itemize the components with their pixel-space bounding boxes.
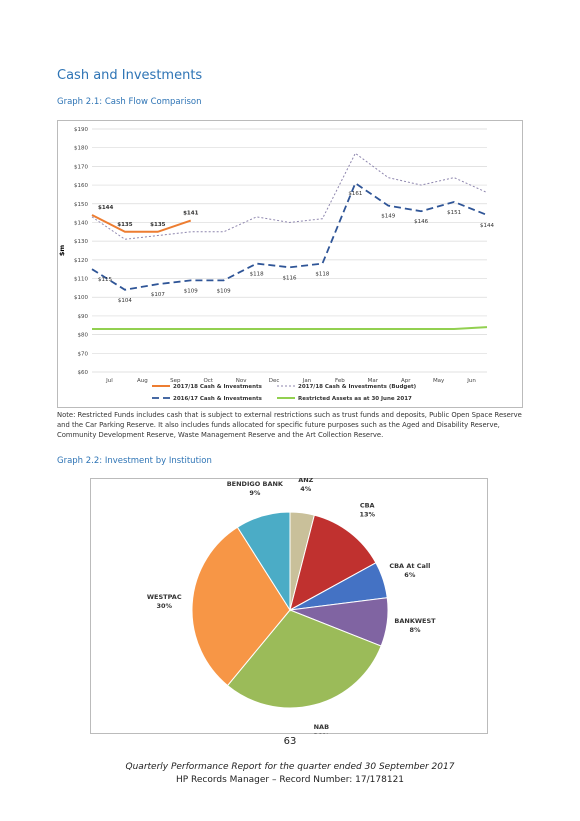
data-label: $141 (183, 211, 198, 217)
y-tick-label: $60 (78, 370, 89, 376)
note: Note: Restricted Funds includes cash tha… (57, 411, 522, 439)
data-label: $109 (184, 288, 198, 294)
x-tick-label: Oct (203, 378, 213, 384)
pie-slice (191, 526, 291, 687)
data-label: $144 (480, 223, 494, 229)
x-tick-label: Jul (105, 378, 113, 384)
x-tick-label: Nov (236, 378, 247, 384)
y-tick-label: $80 (78, 333, 89, 339)
series-line (91, 181, 488, 291)
slice-label: CBA At Call (389, 562, 430, 570)
slice-label: NAB (314, 723, 329, 731)
slice-value: 13% (359, 510, 375, 518)
pie-slice (289, 514, 377, 611)
slice-value: 9% (249, 489, 261, 497)
data-label: $109 (217, 288, 231, 294)
data-label: $161 (348, 191, 362, 197)
data-label: $151 (447, 210, 461, 216)
graph-title: Graph 2.1: Cash Flow Comparison (57, 97, 202, 107)
y-tick-label: $190 (74, 127, 88, 133)
series-line (91, 214, 192, 233)
y-tick-label: $130 (74, 239, 88, 245)
x-tick-label: May (433, 378, 445, 384)
x-tick-label: Sep (170, 378, 181, 384)
heading: Cash and Investments (57, 68, 203, 83)
legend-label: 2016/17 Cash & Investments (173, 396, 263, 402)
y-tick-label: $100 (74, 295, 88, 301)
pie-slice (236, 511, 291, 612)
data-label: $135 (150, 222, 165, 228)
y-tick-label: $70 (78, 351, 89, 357)
slice-label: CBA (360, 501, 375, 509)
legend-label: 2017/18 Cash & Investments (Budget) (298, 384, 417, 390)
footer-line: HP Records Manager – Record Number: 17/1… (175, 775, 405, 785)
x-tick-label: Jan (302, 378, 312, 384)
x-tick-label: Feb (335, 378, 345, 384)
series-line (92, 326, 488, 331)
slice-value: 30% (156, 602, 172, 610)
x-tick-label: Jun (466, 378, 476, 384)
data-label: $104 (118, 298, 132, 304)
slice-value: 6% (404, 571, 416, 579)
y-tick-label: $180 (74, 146, 88, 152)
x-tick-label: Aug (137, 378, 148, 384)
y-tick-label: $150 (74, 202, 88, 208)
y-axis-label: $m (58, 245, 66, 257)
series-line (91, 152, 488, 240)
slice-value: 4% (300, 485, 312, 493)
slice-label: BANKWEST (394, 617, 436, 625)
y-tick-label: $120 (74, 258, 88, 264)
page-number: 63 (283, 736, 297, 747)
slice-value: 8% (409, 626, 421, 634)
slice-label: ANZ (298, 478, 313, 484)
legend-label: 2017/18 Cash & Investments (173, 384, 263, 390)
y-tick-label: $160 (74, 183, 88, 189)
slice-value: 30% (314, 732, 330, 734)
footer-line: Quarterly Performance Report for the qua… (125, 762, 455, 772)
data-label: $116 (283, 275, 297, 281)
data-label: $135 (117, 222, 132, 228)
y-tick-label: $90 (78, 314, 89, 320)
y-tick-label: $170 (74, 164, 88, 170)
legend-label: Restricted Assets as at 30 June 2017 (298, 396, 412, 402)
x-tick-label: Apr (401, 378, 411, 384)
data-label: $146 (414, 219, 428, 225)
chart-frame (57, 120, 523, 408)
data-label: $118 (315, 272, 329, 278)
y-tick-label: $140 (74, 220, 88, 226)
slice-label: WESTPAC (147, 593, 182, 601)
line-chart: $60 $70 $80 $90 $100 $110 $120 $130 $140 $150 $160… (57, 120, 523, 408)
pie-slice (226, 609, 382, 709)
x-tick-label: Dec (269, 378, 280, 384)
data-label: $115 (98, 277, 112, 283)
graph-title: Graph 2.2: Investment by Institution (57, 456, 212, 466)
data-label: $118 (250, 272, 264, 278)
data-label: $149 (381, 214, 395, 220)
x-tick-label: Mar (368, 378, 379, 384)
data-label: $107 (151, 292, 165, 298)
slice-label: BENDIGO BANK (227, 480, 284, 488)
data-label: $144 (98, 205, 113, 211)
y-tick-label: $110 (74, 277, 88, 283)
